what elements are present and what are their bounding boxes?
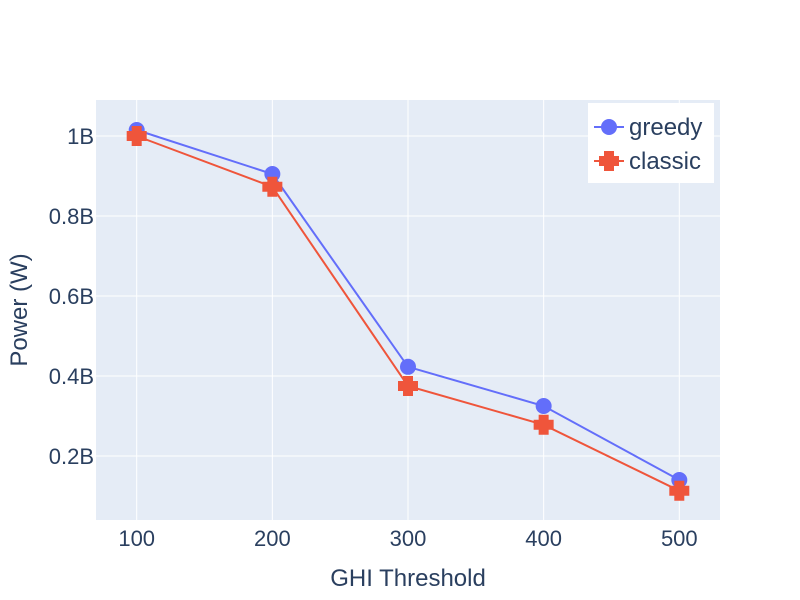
x-axis-title: GHI Threshold — [330, 565, 486, 592]
x-tick-label: 200 — [254, 526, 291, 551]
classic-point — [669, 480, 690, 501]
x-tick-label: 300 — [390, 526, 427, 551]
x-tick-label: 400 — [525, 526, 562, 551]
y-tick-label: 0.2B — [49, 444, 94, 469]
classic-point — [126, 126, 147, 146]
y-tick-labels: 0.2B 0.4B 0.6B 0.8B 1B — [49, 124, 94, 469]
y-tick-label: 0.6B — [49, 284, 94, 309]
legend-greedy-label: greedy — [629, 114, 702, 141]
classic-point — [398, 376, 418, 396]
classic-point — [262, 176, 283, 197]
x-tick-label: 500 — [661, 526, 698, 551]
greedy-point — [400, 358, 416, 375]
greedy-point — [535, 398, 552, 414]
legend-item-greedy: greedy — [594, 114, 702, 141]
legend-classic-marker — [599, 151, 619, 171]
series-classic — [126, 126, 690, 501]
y-tick-label: 0.4B — [49, 364, 94, 389]
legend-classic-label: classic — [629, 148, 701, 175]
x-tick-label: 100 — [118, 526, 155, 551]
series-layer — [126, 122, 690, 501]
y-axis-title: Power (W) — [6, 253, 33, 366]
legend: greedy classic — [588, 103, 714, 183]
classic-point — [533, 414, 554, 435]
y-tick-label: 0.8B — [49, 204, 94, 229]
x-tick-labels: 100 200 300 400 500 — [118, 526, 697, 551]
y-tick-label: 1B — [67, 124, 94, 149]
legend-greedy-marker — [601, 119, 617, 135]
legend-item-classic: classic — [594, 148, 701, 175]
